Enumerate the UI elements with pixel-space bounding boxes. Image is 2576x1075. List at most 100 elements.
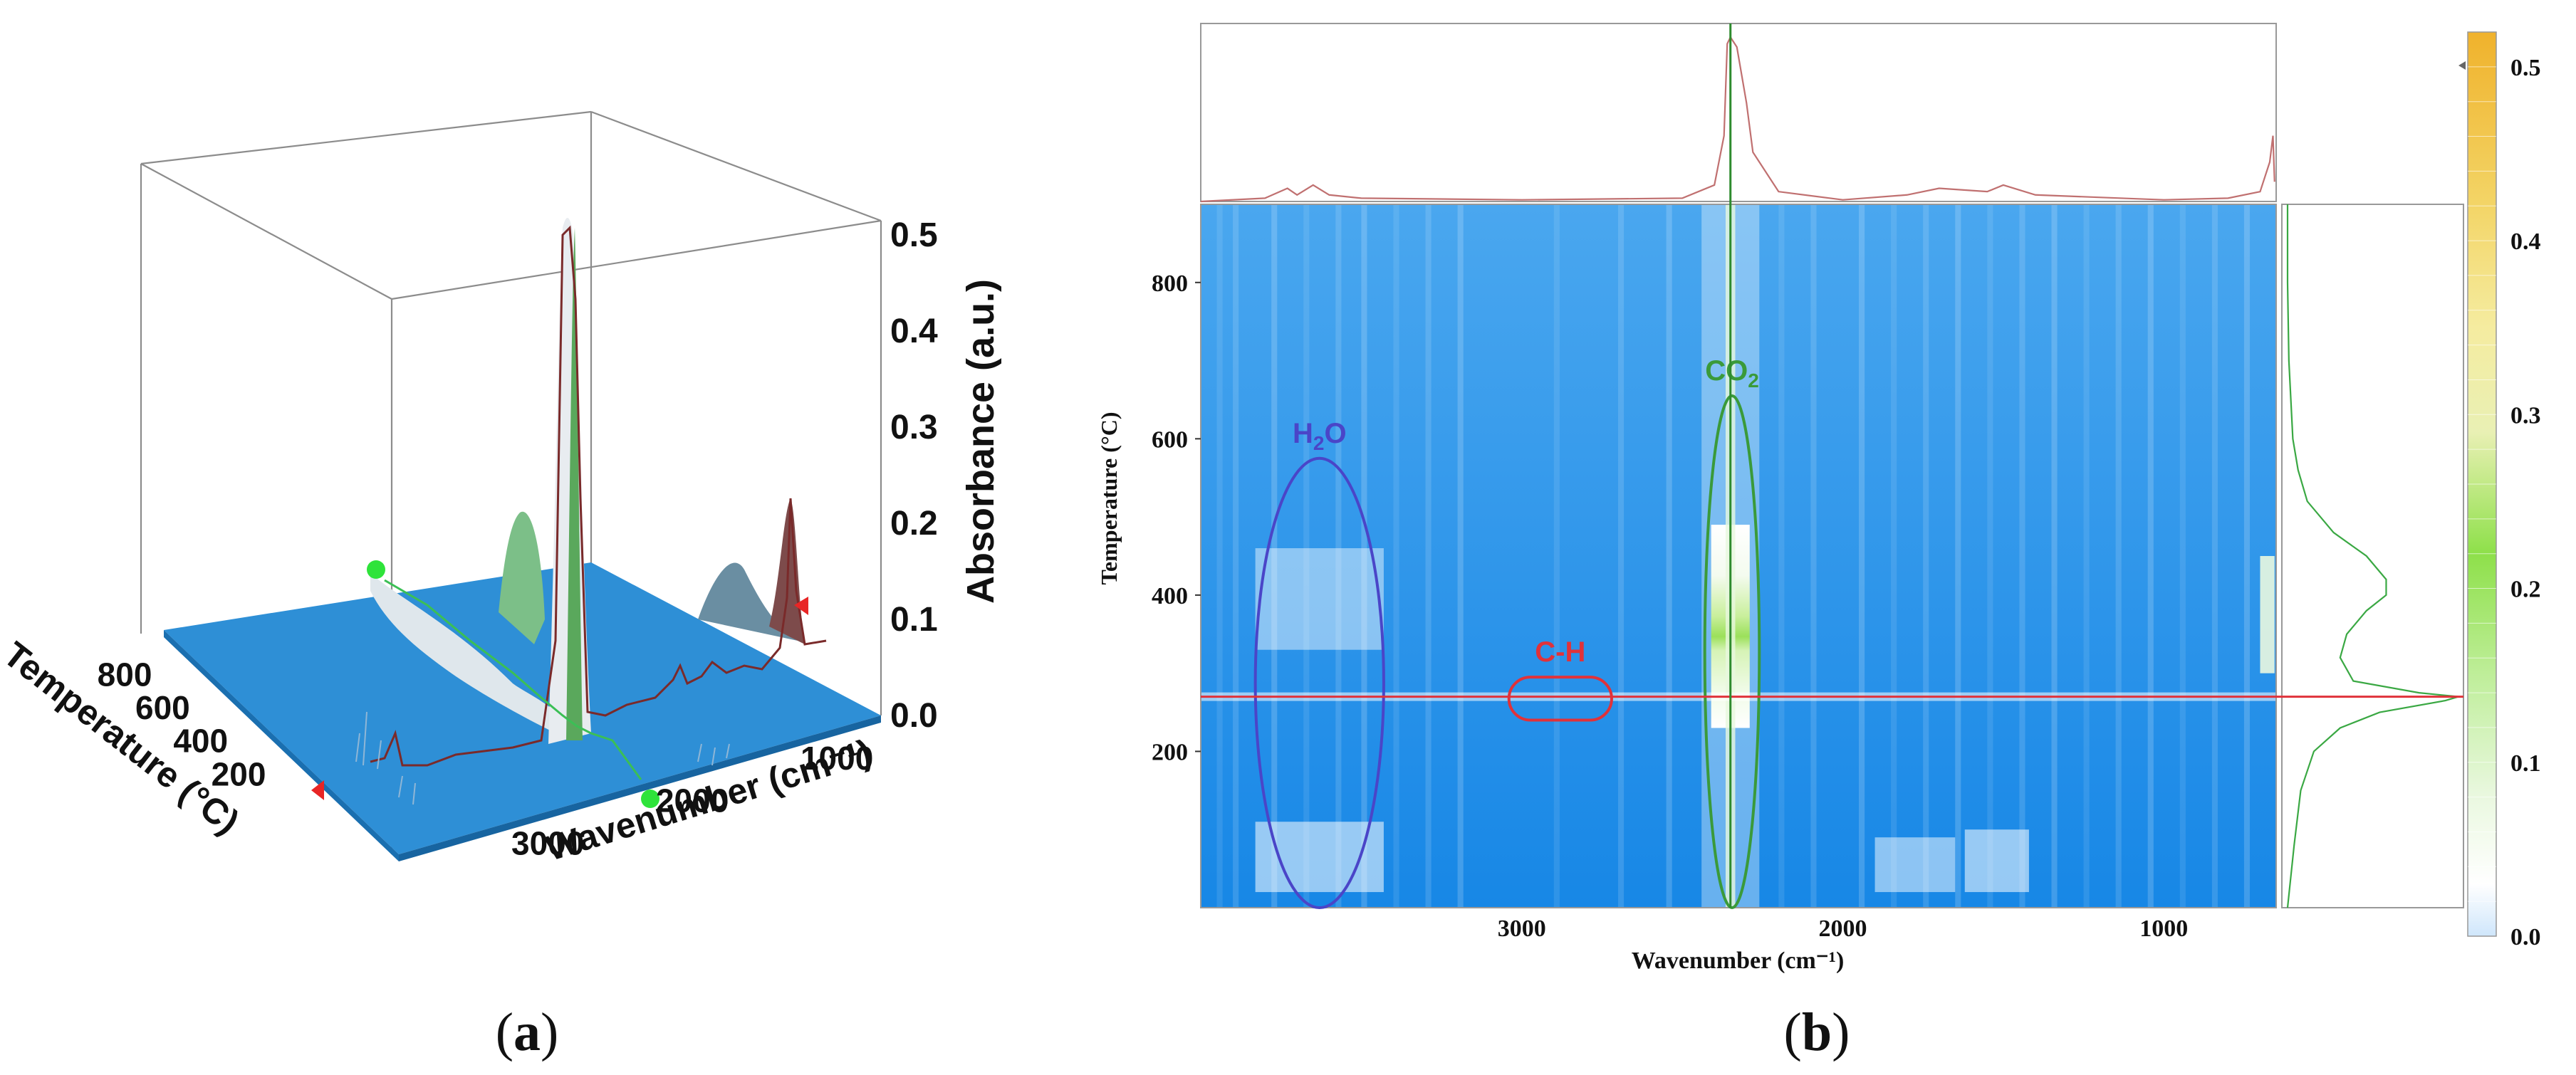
heatmap-vertical-stripe <box>1303 204 1310 908</box>
h2o-band-mid <box>1255 548 1384 650</box>
heatmap-frame <box>1200 204 2277 908</box>
colorbar-ticks: 0.0 0.1 0.2 0.3 0.4 0.5 <box>2458 55 2541 950</box>
band-1500-low <box>1964 829 2029 893</box>
z-tick-label: 0.0 <box>890 697 938 735</box>
band-660 <box>2260 556 2275 673</box>
z-axis-label: Absorbance (a.u.) <box>959 279 1002 604</box>
heatmap-vertical-stripe <box>2243 204 2251 908</box>
heatmap-vertical-stripe <box>1271 204 1278 908</box>
temperature-marker-back <box>794 597 808 615</box>
heatmap-vertical-stripe <box>1666 204 1672 908</box>
wavenumber-marker-back <box>367 560 385 579</box>
temperature-tick-label: 600 <box>135 689 190 726</box>
z-tick-label: 0.1 <box>890 601 938 639</box>
right-profile-line <box>2286 204 2459 908</box>
slice-spectrum-line <box>370 225 827 767</box>
wavenumber-tick-label: 2000 <box>656 782 729 819</box>
z-tick-label: 0.4 <box>890 313 938 350</box>
wavenumber-tick-label: 3000 <box>511 824 584 861</box>
annotation-label: C-H <box>1535 636 1585 668</box>
heatmap-vertical-stripe <box>2147 204 2154 908</box>
x-tick-label: 3000 <box>1498 916 1546 942</box>
co2-ridge <box>370 573 570 740</box>
x-axis-label: Wavenumber (cm⁻¹) <box>1632 948 1845 974</box>
colorbar-tick-label: 0.2 <box>2510 577 2541 603</box>
heatmap-vertical-stripe <box>1987 204 1993 908</box>
surface-noise <box>355 711 730 805</box>
annotation-ellipse <box>1253 456 1385 910</box>
heatmap-vertical-stripe <box>1361 204 1367 908</box>
heatmap-vertical-stripe <box>1923 204 1929 908</box>
z-tick-label: 0.2 <box>890 505 938 542</box>
slice-temperature-line <box>384 579 642 780</box>
crosshair <box>1201 23 2463 908</box>
wavenumber-tick-label: 1000 <box>801 740 873 777</box>
heatmap-vertical-stripe <box>1810 204 1817 908</box>
annotation-capsule <box>1507 676 1613 722</box>
panel-b-label: (b) <box>1784 1002 1850 1062</box>
top-spectrum-frame <box>1200 23 2277 202</box>
heatmap-vertical-stripe <box>1457 204 1464 908</box>
colorbar-tick-label: 0.5 <box>2510 55 2541 81</box>
colorbar-tick-label: 0.1 <box>2510 750 2541 777</box>
wavenumber-marker-front <box>641 790 659 808</box>
x-axis-ticks: 3000 2000 1000 <box>1498 916 2188 942</box>
y-tick-label: 600 <box>1152 426 1188 453</box>
temperature-tick-label: 800 <box>98 656 152 693</box>
colorbar-pointer-icon <box>2458 61 2466 70</box>
right-profile-frame <box>2281 204 2464 908</box>
x-tick-label: 1000 <box>2139 916 2188 942</box>
heatmap-vertical-stripe <box>2083 204 2090 908</box>
colorbar-tick-label: 0.3 <box>2510 402 2541 429</box>
co2-peak-core <box>566 228 583 740</box>
y-axis-label: Temperature (°C) <box>1096 412 1122 585</box>
heatmap-vertical-stripe <box>1233 204 1239 908</box>
heatmap-vertical-stripe <box>1617 204 1625 908</box>
heatmap-vertical-stripe <box>1891 204 1897 908</box>
heatmap-vertical-stripe <box>1393 204 1399 908</box>
heatmap-vertical-stripe <box>2019 204 2025 908</box>
3d-box-frame <box>140 110 882 854</box>
y-tick-label: 400 <box>1152 583 1188 609</box>
heatmap-vertical-stripe <box>2211 204 2218 908</box>
top-spectrum-line <box>1200 36 2275 203</box>
h2o-band-low <box>1255 822 1384 893</box>
annotation-label: CO2 <box>1705 355 1759 392</box>
heatmap-vertical-stripe <box>1335 204 1342 908</box>
x-tick-label: 2000 <box>1818 916 1867 942</box>
wavenumber-axis-ticks: 3000 2000 1000 <box>511 740 873 861</box>
colorbar-tick-label: 0.0 <box>2510 924 2541 950</box>
heatmap-vertical-stripe <box>2115 204 2122 908</box>
heatmap-vertical-stripe <box>1778 204 1785 908</box>
panel-a-3d-surface-plot: 0.0 0.1 0.2 0.3 0.4 0.5 Absorbance (a.u.) 200… <box>0 110 1002 869</box>
heatmap-vertical-stripe <box>1955 204 1961 908</box>
heatmap-vertical-stripe <box>1553 204 1560 908</box>
annotation-label: H2O <box>1293 418 1347 454</box>
heatmap-vertical-stripe <box>2179 204 2186 908</box>
z-axis-ticks: 0.0 0.1 0.2 0.3 0.4 0.5 <box>890 216 938 735</box>
z-tick-label: 0.3 <box>890 409 938 446</box>
colorbar-tick-label: 0.4 <box>2510 229 2541 255</box>
heatmap-vertical-stripe <box>2051 204 2058 908</box>
temperature-marker-front <box>311 780 324 800</box>
slice-markers <box>311 560 808 808</box>
heatmap-vertical-stripe <box>1216 204 1223 908</box>
y-tick-label: 200 <box>1152 739 1188 765</box>
y-tick-label: 800 <box>1152 271 1188 297</box>
surface-right-edge <box>399 715 881 861</box>
annotation-ellipse <box>1703 394 1761 909</box>
surface-front-edge <box>164 630 399 861</box>
temperature-tick-label: 400 <box>173 723 228 760</box>
heatmap-vertical-stripe <box>1859 204 1865 908</box>
annotations: H2O CO2 C-H <box>1253 355 1761 910</box>
panel-b-heatmap-plot: H2O CO2 C-H 200 400 600 800 3000 2000 1000 Temp… <box>1096 23 2541 974</box>
y-axis-ticks: 200 400 600 800 <box>1152 271 1201 765</box>
z-tick-label: 0.5 <box>890 216 938 254</box>
co2-ridge-hump <box>499 511 545 644</box>
heatmap-vertical-stripe <box>1425 204 1432 908</box>
band-1750-low <box>1874 837 1956 893</box>
panel-a-label: (a) <box>496 1002 559 1062</box>
temperature-tick-label: 200 <box>212 755 266 792</box>
